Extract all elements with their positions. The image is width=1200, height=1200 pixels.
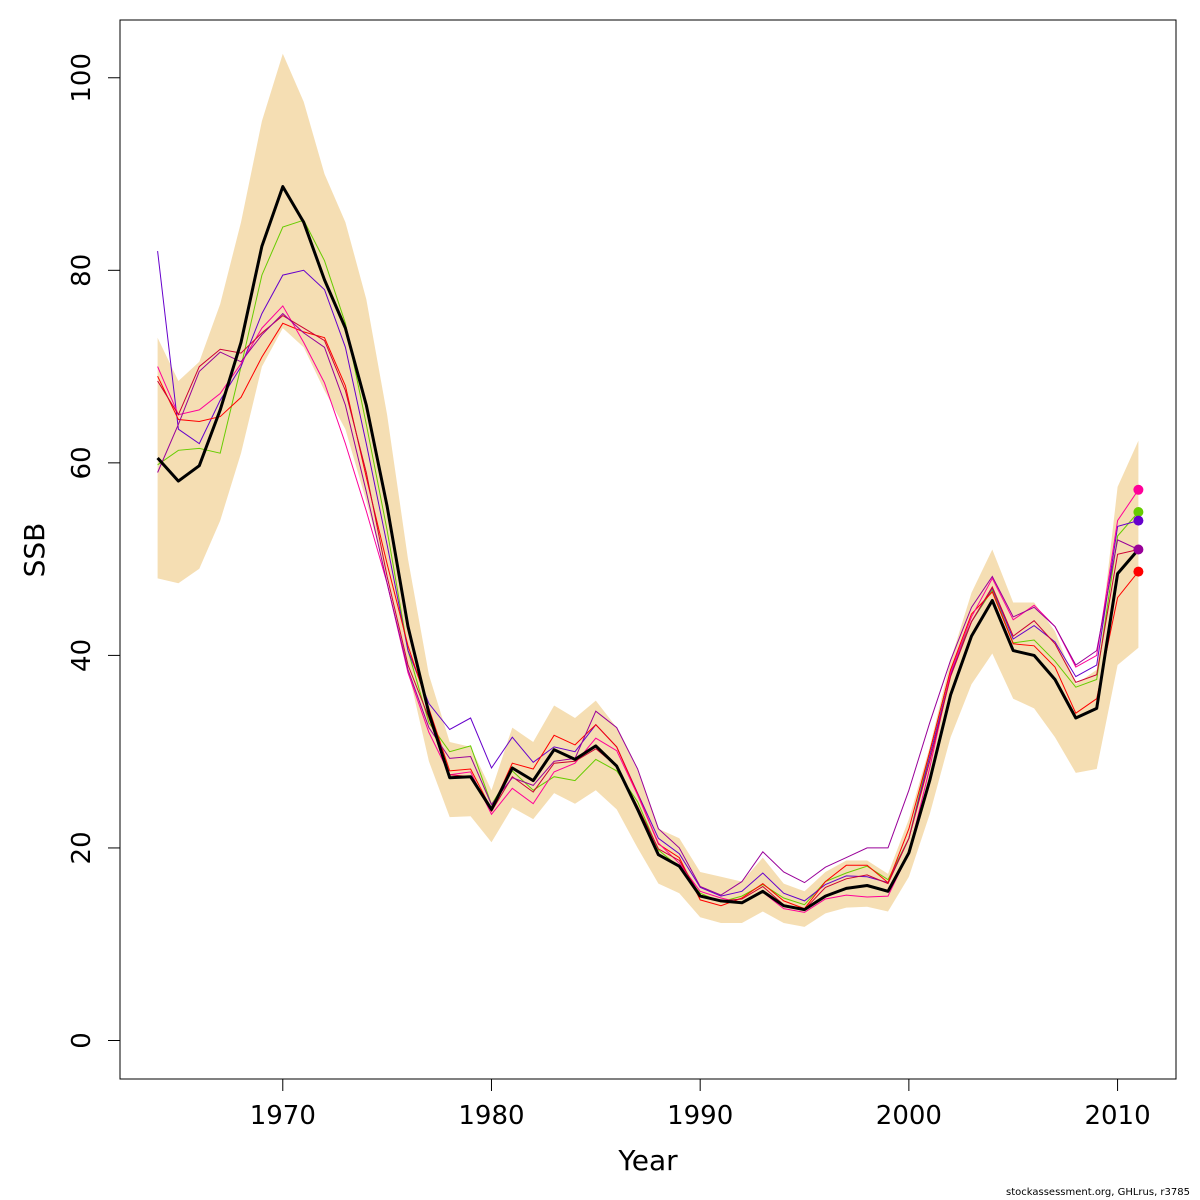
series-end-marker-4 xyxy=(1133,484,1144,495)
y-axis: 0 20 40 60 80 100 xyxy=(67,53,120,1049)
confidence-band xyxy=(157,53,1139,927)
x-axis: 1970 1980 1990 2000 2010 xyxy=(250,1079,1151,1131)
x-axis-title: Year xyxy=(617,1144,678,1177)
y-axis-title: SSB xyxy=(18,523,51,578)
x-tick-label: 1970 xyxy=(250,1101,316,1131)
main-estimate-layer xyxy=(156,185,1140,912)
series-line-6 xyxy=(157,312,1139,896)
series-end-marker-6 xyxy=(1133,544,1144,555)
end-markers-layer xyxy=(1133,484,1144,577)
confidence-band-layer xyxy=(157,53,1139,927)
y-tick-label: 20 xyxy=(67,831,97,864)
series-line-4 xyxy=(157,305,1139,913)
y-tick-label: 80 xyxy=(67,254,97,287)
x-tick-label: 2010 xyxy=(1084,1101,1150,1131)
x-tick-label: 1980 xyxy=(458,1101,524,1131)
series-end-marker-1 xyxy=(1133,507,1144,517)
x-tick-label: 1990 xyxy=(667,1101,733,1131)
series-lines-layer xyxy=(157,219,1139,913)
series-end-marker-2 xyxy=(1133,515,1144,526)
y-tick-label: 0 xyxy=(67,1032,97,1049)
y-tick-label: 100 xyxy=(67,53,97,103)
plot-frame xyxy=(119,19,1177,1080)
series-line-5 xyxy=(157,314,1139,911)
footer-credit: stockassessment.org, GHLrus, r3785 xyxy=(1006,1187,1190,1198)
main-estimate-line xyxy=(156,185,1140,912)
x-tick-label: 2000 xyxy=(876,1101,942,1131)
series-end-marker-3 xyxy=(1133,566,1144,577)
y-tick-label: 40 xyxy=(67,639,97,672)
y-tick-label: 60 xyxy=(67,446,97,479)
